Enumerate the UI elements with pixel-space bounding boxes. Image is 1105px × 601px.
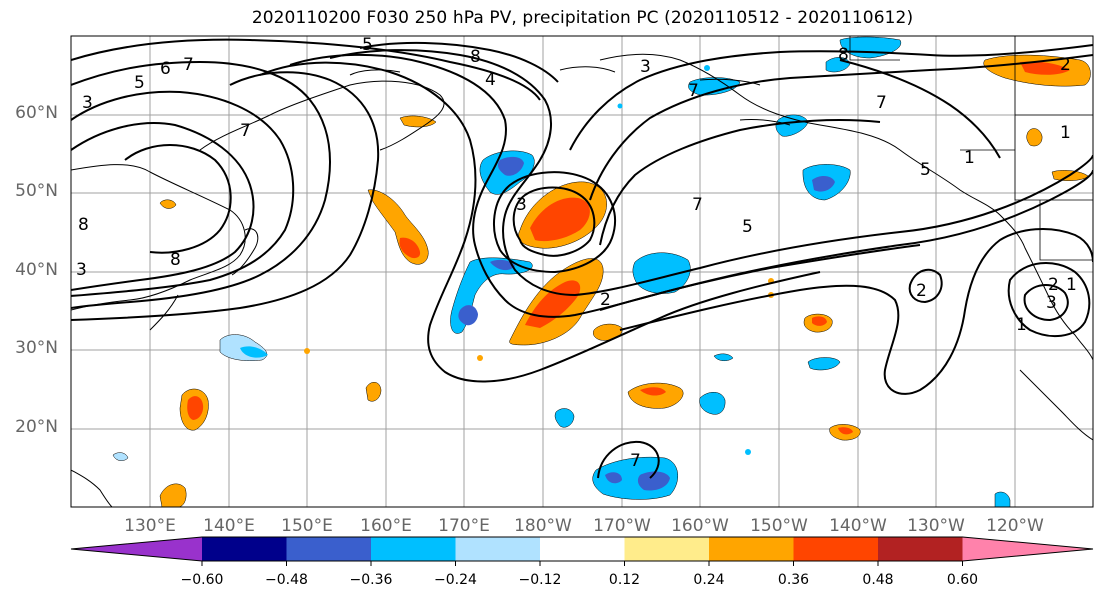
pv-label: 7 [630, 451, 641, 471]
lon-label: 130°W [907, 516, 965, 536]
graticule [71, 36, 1093, 507]
lon-label: 170°E [438, 516, 490, 536]
pv-label: 5 [742, 217, 753, 237]
colorbar-tick-label: −0.36 [350, 572, 393, 588]
colorbar-bin [286, 537, 371, 561]
lon-label: 140°W [829, 516, 887, 536]
pv-label: 7 [692, 195, 703, 215]
lon-label: 180°W [514, 516, 572, 536]
lon-label: 150°W [750, 516, 808, 536]
colorbar-tick-label: −0.60 [181, 572, 224, 588]
lon-label: 150°E [281, 516, 333, 536]
pv-label: 5 [134, 73, 145, 93]
precip-positive-shading [159, 54, 1091, 507]
pv-label: 2 [1060, 55, 1071, 75]
pv-contour-labels: 5 6 7 5 8 7 3 4 3 8 7 3 7 5 7 8 8 3 2 2 … [76, 35, 1077, 471]
lon-label: 140°E [203, 516, 255, 536]
pv-label: 2 [600, 290, 611, 310]
pv-contours [71, 38, 1093, 479]
map-title: 2020110200 F030 250 hPa PV, precipitatio… [251, 8, 914, 28]
colorbar-tick-label: −0.48 [265, 572, 308, 588]
lat-label: 40°N [15, 260, 58, 280]
pv-label: 3 [1046, 293, 1057, 313]
pv-label: 2 [916, 281, 927, 301]
pv-label: 6 [160, 59, 171, 79]
pv-label: 7 [688, 81, 699, 101]
colorbar-extend-max [962, 537, 1093, 561]
colorbar-bin [371, 537, 456, 561]
lon-label: 130°E [124, 516, 176, 536]
colorbar-bin [455, 537, 540, 561]
colorbar: −0.60 −0.48 −0.36 −0.24 −0.12 0.12 0.24 … [70, 536, 1094, 588]
colorbar-bin [624, 537, 709, 561]
colorbar-bin [793, 537, 878, 561]
pv-label: 1 [1060, 123, 1071, 143]
colorbar-tick-label: 0.60 [947, 572, 978, 588]
colorbar-tick-label: −0.12 [519, 572, 562, 588]
lon-label: 160°E [360, 516, 412, 536]
lat-label: 50°N [15, 181, 58, 201]
lat-label: 30°N [15, 338, 58, 358]
pv-label: 3 [76, 260, 87, 280]
pv-label: 5 [920, 160, 931, 180]
colorbar-bin [202, 537, 287, 561]
pv-label: 7 [876, 93, 887, 113]
lat-label: 60°N [15, 103, 58, 123]
colorbar-tick-label: 0.36 [778, 572, 809, 588]
pv-label: 1 [1066, 275, 1077, 295]
colorbar-bin [540, 537, 625, 561]
lat-label: 20°N [15, 417, 58, 437]
political-borders [849, 36, 1093, 261]
pv-label: 3 [516, 195, 527, 215]
map-frame [70, 35, 1094, 508]
pv-label: 1 [1016, 315, 1027, 335]
pv-label: 3 [640, 57, 651, 77]
pv-label: 5 [362, 35, 373, 55]
colorbar-tick-label: −0.24 [434, 572, 477, 588]
coastlines [71, 53, 1093, 507]
lon-label: 160°W [671, 516, 729, 536]
pv-label: 8 [838, 45, 849, 65]
colorbar-tick-label: 0.48 [862, 572, 893, 588]
pv-label: 7 [240, 121, 251, 141]
pv-label: 3 [82, 93, 93, 113]
lon-label: 170°W [593, 516, 651, 536]
colorbar-bin [709, 537, 794, 561]
pv-label: 8 [78, 215, 89, 235]
pv-label: 7 [183, 55, 194, 75]
pv-label: 1 [964, 148, 975, 168]
pv-label: 8 [470, 47, 481, 67]
pv-label: 2 [1048, 275, 1059, 295]
colorbar-tick-label: 0.12 [609, 572, 640, 588]
pv-label: 8 [170, 250, 181, 270]
pv-label: 4 [485, 70, 496, 90]
precip-negative-shading [112, 36, 1011, 507]
lon-label: 120°W [986, 516, 1044, 536]
colorbar-extend-min [71, 537, 202, 561]
colorbar-bin [878, 537, 963, 561]
colorbar-tick-label: 0.24 [693, 572, 724, 588]
